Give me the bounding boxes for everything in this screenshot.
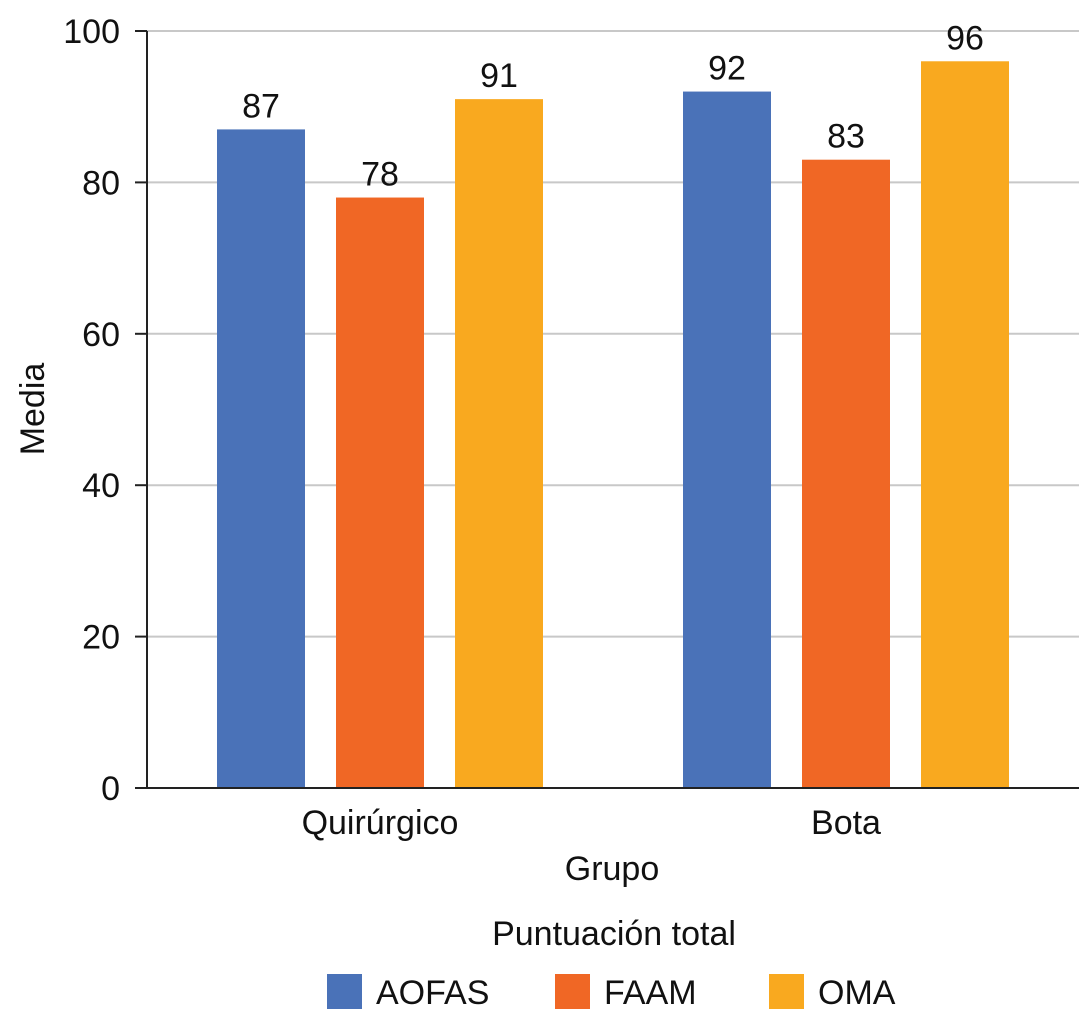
legend-label-faam: FAAM (604, 974, 697, 1012)
bar-faam-0 (336, 197, 424, 789)
legend-swatch-faam (555, 974, 590, 1009)
y-tick-labels: 0 20 40 60 80 100 (63, 13, 120, 808)
data-label: 87 (242, 87, 280, 125)
bar-aofas-0 (217, 129, 305, 788)
data-label: 78 (361, 156, 399, 194)
legend: AOFAS FAAM OMA (327, 974, 896, 1012)
y-tick-label: 0 (101, 770, 120, 808)
axes (135, 30, 1079, 789)
x-category-labels: Quirúrgico Bota (302, 804, 881, 842)
data-label: 92 (708, 50, 746, 88)
y-tick-label: 20 (82, 619, 120, 657)
legend-swatch-oma (769, 974, 804, 1009)
x-axis-title: Grupo (565, 850, 660, 888)
legend-swatch-aofas (327, 974, 362, 1009)
bar-aofas-1 (683, 91, 771, 788)
category-label: Bota (811, 804, 881, 842)
legend-title: Puntuación total (492, 915, 736, 953)
y-tick-label: 60 (82, 316, 120, 354)
data-label: 91 (480, 57, 518, 95)
bars (217, 61, 1009, 789)
y-tick-label: 80 (82, 164, 120, 202)
legend-label-aofas: AOFAS (376, 974, 489, 1012)
data-labels: 87 78 91 92 83 96 (242, 19, 984, 193)
y-tick-label: 100 (63, 13, 120, 51)
bar-oma-0 (455, 99, 543, 788)
data-label: 83 (827, 118, 865, 156)
y-axis-title: Media (14, 363, 52, 456)
bar-faam-1 (802, 159, 890, 788)
legend-label-oma: OMA (818, 974, 896, 1012)
bar-oma-1 (921, 61, 1009, 788)
category-label: Quirúrgico (302, 804, 459, 842)
y-tick-label: 40 (82, 467, 120, 505)
data-label: 96 (946, 19, 984, 57)
